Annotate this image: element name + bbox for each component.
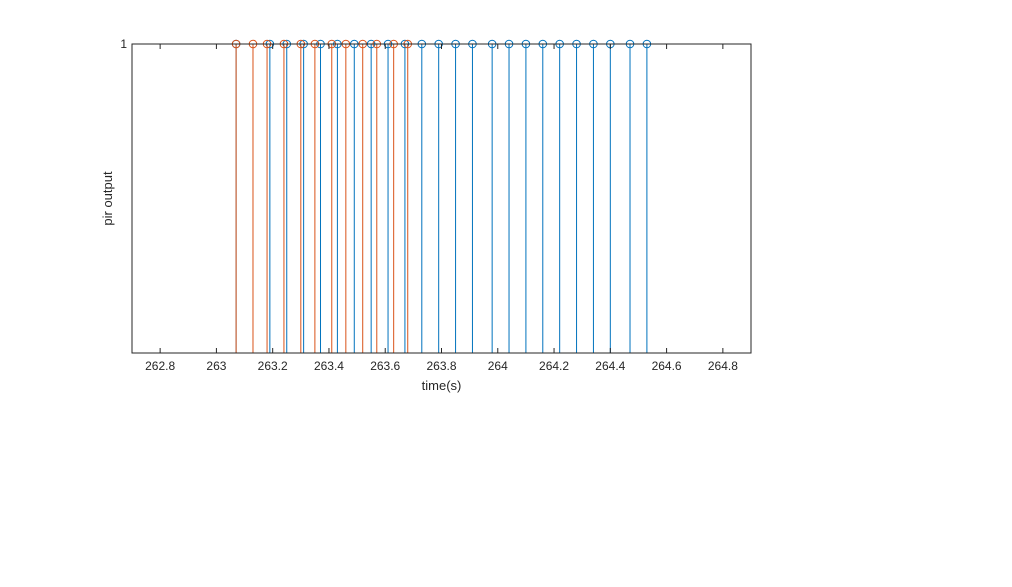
x-tick-label: 263 xyxy=(206,359,226,373)
series-1 xyxy=(231,39,413,353)
x-tick-label: 263.6 xyxy=(370,359,400,373)
plot-background xyxy=(132,44,751,353)
series-0 xyxy=(231,39,652,353)
x-tick-label: 264 xyxy=(488,359,508,373)
x-tick-label: 264.8 xyxy=(708,359,738,373)
x-tick-label: 263.4 xyxy=(314,359,344,373)
x-tick-label: 264.2 xyxy=(539,359,569,373)
x-tick-label: 264.6 xyxy=(652,359,682,373)
stem-marks xyxy=(231,39,652,353)
x-axis-label: time(s) xyxy=(422,378,462,393)
y-tick-label: 1 xyxy=(120,37,127,51)
x-tick-label: 263.2 xyxy=(258,359,288,373)
y-axis-label: pir output xyxy=(100,171,115,226)
x-tick-label: 264.4 xyxy=(595,359,625,373)
x-tick-label: 262.8 xyxy=(145,359,175,373)
x-tick-marks: 262.8 263 263.2 263.4 263.6 263.8 264 264.2 264.… xyxy=(145,44,738,373)
x-tick-label: 263.8 xyxy=(426,359,456,373)
y-tick-marks: 1 xyxy=(120,37,751,51)
